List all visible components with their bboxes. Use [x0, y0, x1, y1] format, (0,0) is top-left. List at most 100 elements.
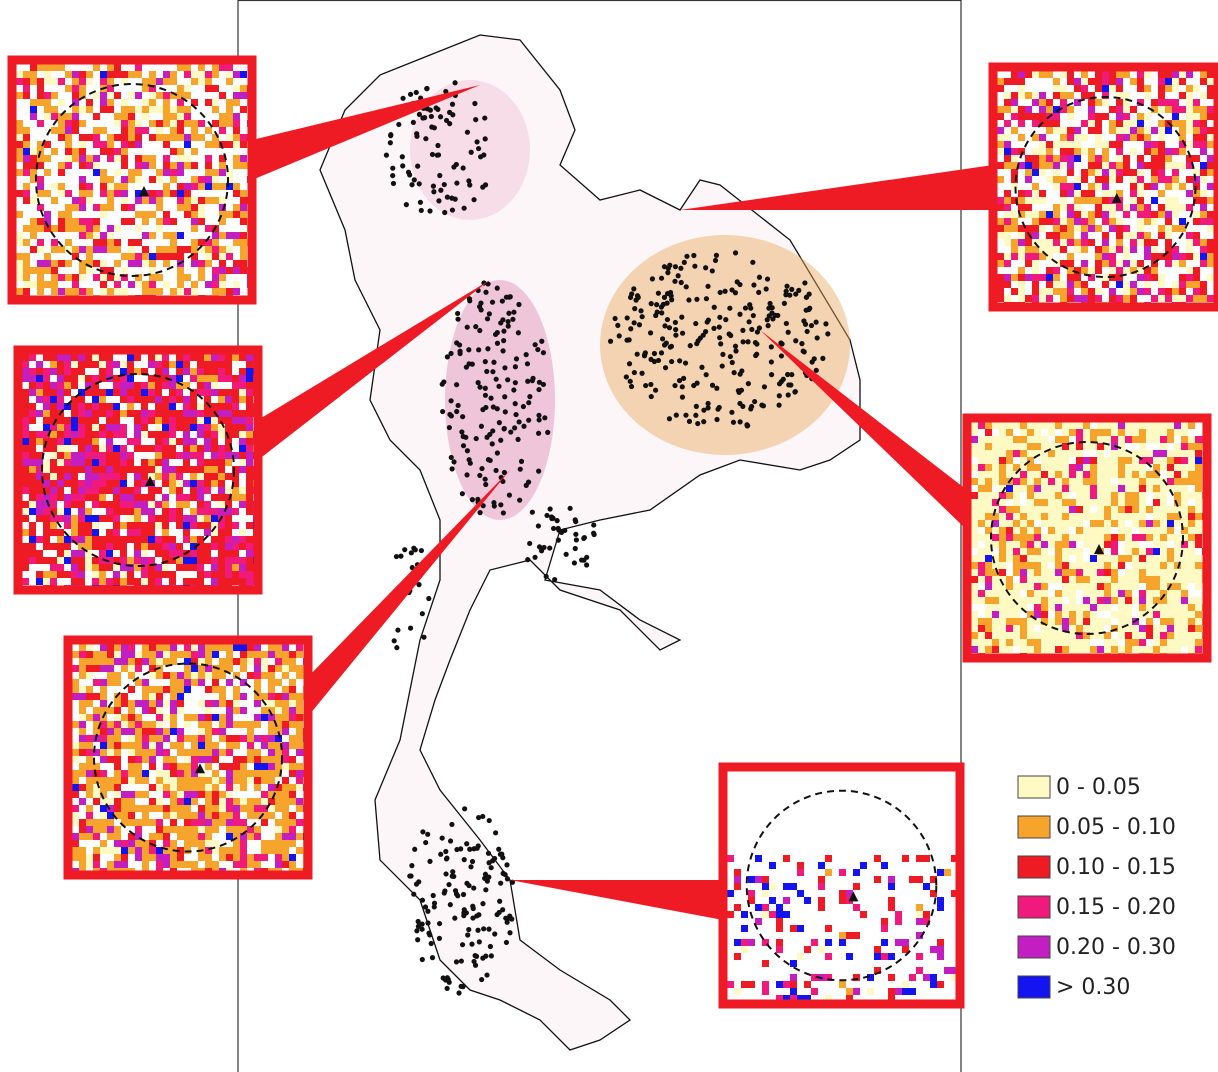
pixel: [1186, 176, 1193, 183]
pixel: [219, 686, 226, 693]
pixel: [50, 368, 57, 375]
pixel: [170, 190, 177, 197]
pixel: [1111, 464, 1118, 471]
pixel: [22, 403, 29, 410]
pixel: [1069, 534, 1076, 541]
pixel: [86, 672, 93, 679]
pixel: [1123, 288, 1130, 295]
pixel: [1186, 232, 1193, 239]
pixel: [1053, 267, 1060, 274]
site-point: [692, 264, 697, 269]
pixel: [1146, 576, 1153, 583]
site-point: [625, 315, 630, 320]
pixel: [1046, 141, 1053, 148]
pixel: [107, 819, 114, 826]
pixel: [127, 382, 134, 389]
pixel: [1125, 632, 1132, 639]
pixel: [127, 410, 134, 417]
pixel: [71, 417, 78, 424]
pixel: [177, 707, 184, 714]
pixel: [211, 445, 218, 452]
pixel: [177, 232, 184, 239]
site-point: [669, 359, 674, 364]
pixel: [1046, 274, 1053, 281]
pixel: [226, 232, 233, 239]
pixel: [57, 368, 64, 375]
pixel: [971, 436, 978, 443]
pixel: [1083, 457, 1090, 464]
pixel: [978, 555, 985, 562]
pixel: [1118, 583, 1125, 590]
pixel: [30, 113, 37, 120]
pixel: [289, 840, 296, 847]
pixel: [971, 569, 978, 576]
site-point: [655, 309, 660, 314]
pixel: [92, 417, 99, 424]
pixel: [1167, 548, 1174, 555]
pixel: [1041, 534, 1048, 541]
pixel: [121, 721, 128, 728]
pixel: [163, 246, 170, 253]
pixel: [29, 403, 36, 410]
site-point: [496, 384, 501, 389]
pixel: [1074, 141, 1081, 148]
site-point: [404, 202, 409, 207]
pixel: [100, 99, 107, 106]
site-point: [502, 426, 507, 431]
site-point: [627, 337, 632, 342]
pixel: [163, 281, 170, 288]
site-point: [476, 347, 481, 352]
pixel: [37, 85, 44, 92]
pixel: [156, 728, 163, 735]
pixel: [1165, 71, 1172, 78]
pixel: [212, 749, 219, 756]
pixel: [240, 71, 247, 78]
pixel: [156, 190, 163, 197]
pixel: [1083, 569, 1090, 576]
pixel: [219, 127, 226, 134]
pixel: [1097, 513, 1104, 520]
pixel: [191, 197, 198, 204]
pixel: [1074, 204, 1081, 211]
pixel: [1181, 618, 1188, 625]
pixel: [72, 218, 79, 225]
pixel: [1088, 183, 1095, 190]
site-point: [698, 335, 703, 340]
site-point: [804, 295, 809, 300]
pixel: [1186, 106, 1193, 113]
pixel: [141, 529, 148, 536]
pixel: [1055, 562, 1062, 569]
pixel: [114, 714, 121, 721]
pixel: [211, 452, 218, 459]
pixel: [1095, 225, 1102, 232]
pixel: [1160, 604, 1167, 611]
pixel: [1081, 225, 1088, 232]
pixel: [240, 218, 247, 225]
site-point: [515, 437, 520, 442]
pixel: [204, 459, 211, 466]
pixel: [1046, 232, 1053, 239]
site-point: [483, 359, 488, 364]
pixel: [1200, 253, 1207, 260]
pixel: [121, 176, 128, 183]
pixel: [1104, 534, 1111, 541]
pixel: [92, 501, 99, 508]
pixel: [1104, 618, 1111, 625]
pixel: [999, 625, 1006, 632]
pixel: [121, 847, 128, 854]
pixel: [114, 826, 121, 833]
pixel: [1167, 611, 1174, 618]
pixel: [1081, 92, 1088, 99]
pixel: [43, 403, 50, 410]
pixel: [58, 274, 65, 281]
site-point: [480, 814, 485, 819]
pixel: [22, 396, 29, 403]
pixel: [1076, 534, 1083, 541]
pixel: [1137, 225, 1144, 232]
pixel: [1032, 197, 1039, 204]
pixel: [1011, 78, 1018, 85]
pixel: [22, 529, 29, 536]
site-point: [541, 382, 546, 387]
pixel: [1081, 78, 1088, 85]
pixel: [1109, 204, 1116, 211]
